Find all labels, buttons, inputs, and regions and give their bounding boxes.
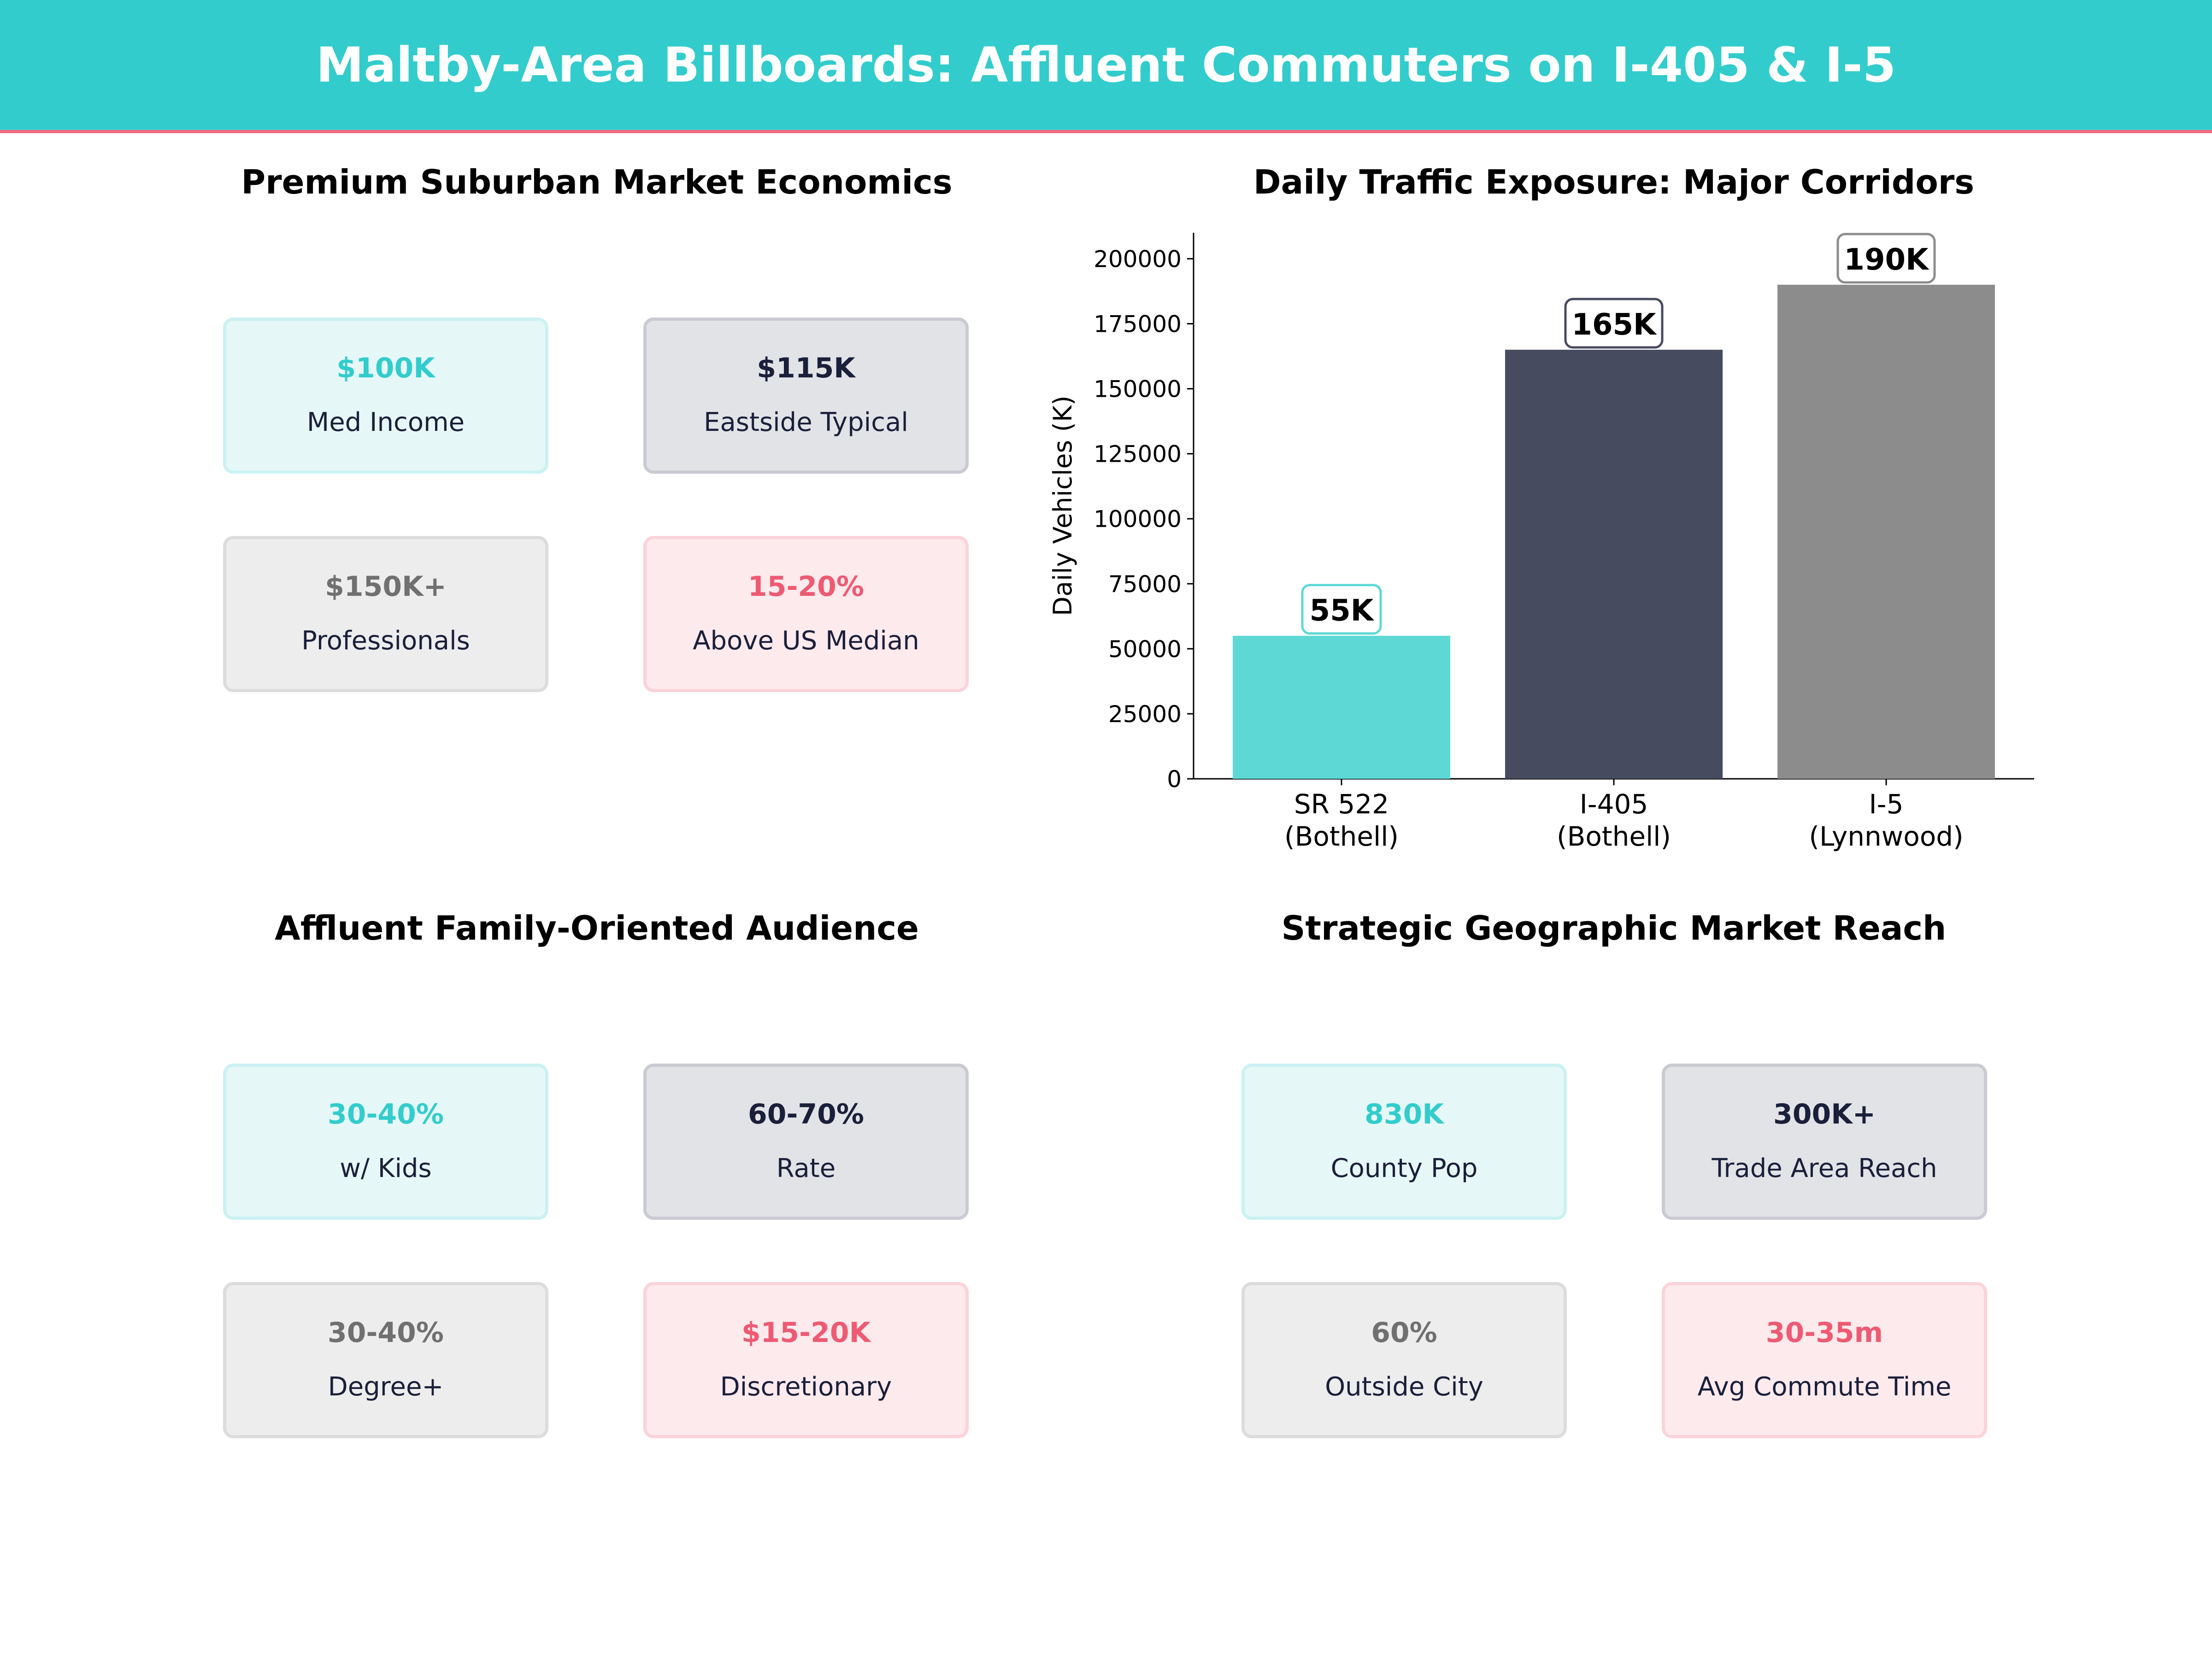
stat-value: $115K: [757, 352, 855, 384]
stat-label: w/ Kids: [340, 1153, 432, 1183]
data-label: 190K: [1844, 243, 1930, 277]
bar: [1505, 349, 1723, 779]
stat-card-audience: $15-20K Discretionary: [643, 1282, 969, 1438]
x-tick-label: I-5: [1869, 788, 1904, 820]
stat-label: Above US Median: [693, 626, 919, 656]
data-label-box: [1564, 298, 1664, 349]
stat-label: Rate: [776, 1153, 836, 1183]
stat-label: Degree+: [328, 1372, 444, 1402]
stat-card-audience: 30-40% w/ Kids: [223, 1064, 548, 1220]
stat-value: 30-35m: [1765, 1317, 1883, 1349]
stat-value: 60%: [1371, 1317, 1437, 1349]
data-label-box: [1301, 584, 1382, 635]
stat-label: Med Income: [306, 407, 465, 437]
panel-title-geographic: Strategic Geographic Market Reach: [1281, 909, 1947, 947]
y-tick-label: 100000: [1094, 506, 1182, 533]
y-tick-label: 150000: [1094, 376, 1182, 403]
data-label: 165K: [1571, 308, 1657, 342]
stat-card-economics: $150K+ Professionals: [223, 536, 548, 692]
x-tick-label: (Bothell): [1557, 821, 1671, 852]
stat-card-economics: 15-20% Above US Median: [643, 536, 969, 692]
stat-label: Discretionary: [720, 1372, 892, 1402]
stat-value: $100K: [336, 352, 435, 384]
data-label-box: [1836, 233, 1936, 284]
y-tick-label: 0: [1167, 766, 1182, 793]
y-tick-label: 75000: [1108, 571, 1182, 598]
stat-label: Trade Area Reach: [1712, 1153, 1937, 1183]
stat-label: County Pop: [1330, 1153, 1478, 1183]
stat-value: 830K: [1365, 1098, 1444, 1130]
stat-card-economics: $115K Eastside Typical: [643, 318, 969, 474]
stat-value: 30-40%: [327, 1098, 444, 1130]
stat-card-geographic: 830K County Pop: [1241, 1064, 1567, 1220]
stat-label: Eastside Typical: [704, 407, 908, 437]
stat-value: $15-20K: [741, 1317, 871, 1349]
stat-label: Avg Commute Time: [1697, 1372, 1952, 1402]
y-tick-label: 50000: [1108, 636, 1182, 663]
x-tick-label: SR 522: [1294, 788, 1389, 820]
y-tick-label: 200000: [1094, 246, 1182, 272]
stat-value: 60-70%: [747, 1098, 864, 1130]
x-tick-label: I-405: [1580, 788, 1648, 820]
y-axis-label: Daily Vehicles (K): [1048, 395, 1077, 616]
x-tick-label: (Lynnwood): [1809, 821, 1963, 852]
x-tick-label: (Bothell): [1284, 821, 1399, 852]
stat-value: 15-20%: [747, 571, 864, 603]
stat-card-geographic: 300K+ Trade Area Reach: [1662, 1064, 1987, 1220]
stat-card-audience: 60-70% Rate: [643, 1064, 969, 1220]
page-title: Maltby-Area Billboards: Affluent Commute…: [316, 37, 1896, 93]
stat-card-economics: $100K Med Income: [223, 318, 548, 474]
panel-title-economics: Premium Suburban Market Economics: [241, 163, 953, 201]
stat-value: 300K+: [1773, 1098, 1876, 1130]
bar: [1233, 635, 1450, 779]
data-label: 55K: [1310, 594, 1375, 628]
y-tick-label: 125000: [1094, 441, 1182, 468]
panel-title-audience: Affluent Family-Oriented Audience: [275, 909, 919, 947]
stat-value: $150K+: [325, 571, 447, 603]
header-banner: Maltby-Area Billboards: Affluent Commute…: [0, 0, 2212, 133]
chart-title: Daily Traffic Exposure: Major Corridors: [1253, 163, 1975, 201]
stat-card-audience: 30-40% Degree+: [223, 1282, 548, 1438]
stat-label: Professionals: [301, 626, 470, 656]
y-tick-label: 175000: [1094, 311, 1182, 338]
bar: [1777, 284, 1995, 779]
y-tick-label: 25000: [1108, 701, 1182, 728]
stat-value: 30-40%: [327, 1317, 444, 1349]
stat-label: Outside City: [1325, 1372, 1483, 1402]
stat-card-geographic: 30-35m Avg Commute Time: [1662, 1282, 1987, 1438]
stat-card-geographic: 60% Outside City: [1241, 1282, 1567, 1438]
